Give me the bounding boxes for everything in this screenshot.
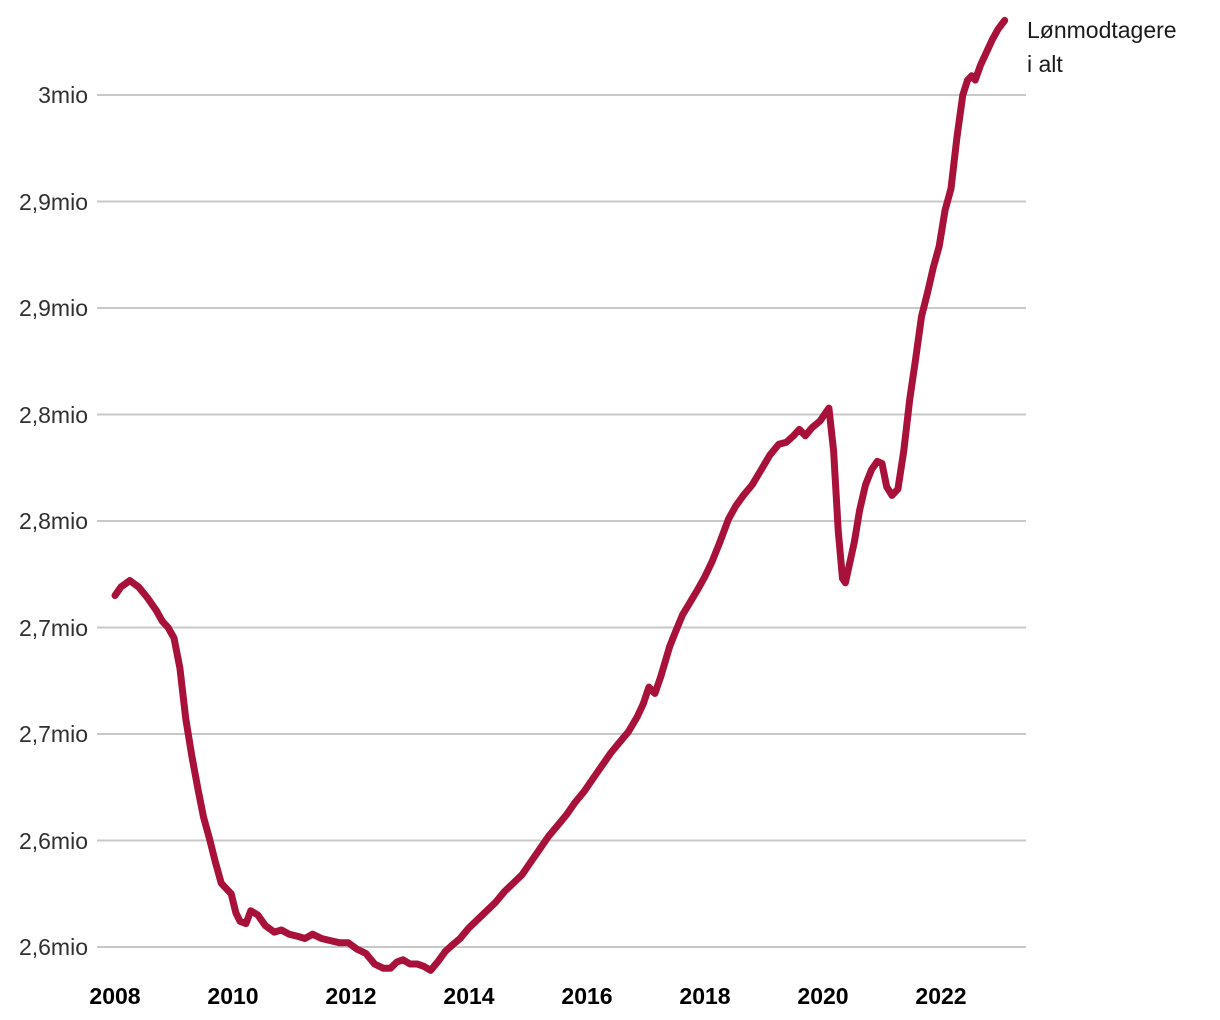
x-axis-label: 2022 <box>915 983 967 1009</box>
gridlines <box>97 94 1026 948</box>
y-axis-label: 2,9mio <box>18 188 88 215</box>
x-axis-label: 2020 <box>797 983 849 1009</box>
legend-line1: Lønmodtagere <box>1027 17 1177 43</box>
legend-line2: i alt <box>1027 51 1063 77</box>
y-axis-label: 3mio <box>38 82 88 108</box>
series-line <box>111 16 1009 974</box>
y-axis-label: 2,9mio <box>18 295 88 321</box>
y-axis-label: 2,8mio <box>18 508 88 534</box>
y-axis-label: 2,6mio <box>18 827 88 854</box>
y-axis-label: 2,7mio <box>18 614 88 641</box>
x-axis-label: 2016 <box>561 983 613 1009</box>
y-axis-label: 2,6mio <box>18 934 88 960</box>
y-axis-label: 2,8mio <box>18 401 88 428</box>
x-axis-label: 2018 <box>679 983 731 1009</box>
y-axis-label: 2,7mio <box>18 721 88 747</box>
series-legend: Lønmodtagere i alt <box>1027 13 1177 81</box>
x-axis-label: 2008 <box>89 983 141 1009</box>
x-axis-label: 2012 <box>325 983 377 1009</box>
x-axis-label: 2010 <box>207 983 259 1009</box>
x-axis-label: 2014 <box>443 983 495 1009</box>
